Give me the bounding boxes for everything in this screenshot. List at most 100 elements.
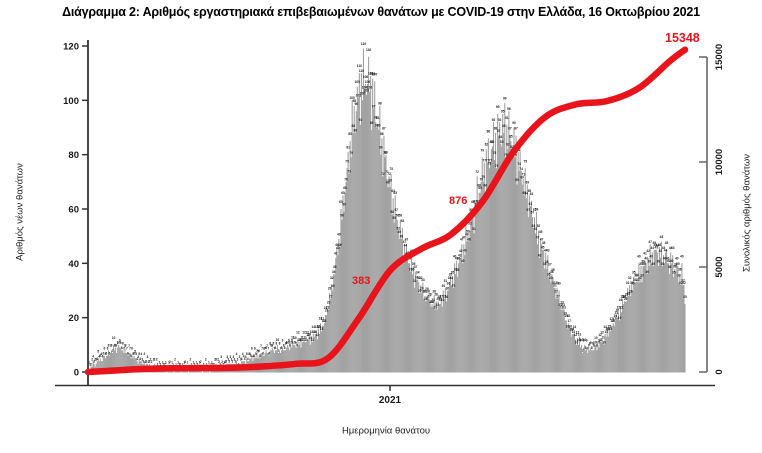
svg-text:26: 26 <box>428 292 432 296</box>
svg-text:33: 33 <box>636 278 640 282</box>
svg-text:1: 1 <box>162 360 164 364</box>
svg-text:39: 39 <box>641 259 645 263</box>
svg-text:52: 52 <box>468 222 472 226</box>
svg-text:86: 86 <box>487 129 491 133</box>
svg-text:4: 4 <box>139 357 141 361</box>
svg-text:40: 40 <box>667 259 671 263</box>
svg-text:9: 9 <box>580 339 582 343</box>
svg-text:7: 7 <box>280 346 282 350</box>
svg-text:62: 62 <box>476 199 480 203</box>
svg-text:23: 23 <box>560 301 564 305</box>
svg-text:31: 31 <box>413 279 417 283</box>
svg-text:66: 66 <box>478 186 482 190</box>
svg-text:3: 3 <box>220 355 222 359</box>
svg-text:8: 8 <box>593 344 595 348</box>
svg-text:2: 2 <box>164 362 166 366</box>
svg-text:32: 32 <box>330 276 334 280</box>
svg-text:95: 95 <box>501 110 505 114</box>
svg-text:51: 51 <box>534 227 538 231</box>
svg-text:7: 7 <box>260 344 262 348</box>
svg-text:7: 7 <box>256 349 258 353</box>
svg-text:78: 78 <box>493 151 497 155</box>
svg-text:2: 2 <box>144 360 146 364</box>
svg-text:3: 3 <box>146 355 148 359</box>
svg-text:51: 51 <box>472 227 476 231</box>
svg-text:86: 86 <box>380 132 384 136</box>
svg-text:31: 31 <box>452 284 456 288</box>
svg-text:13: 13 <box>604 330 608 334</box>
svg-text:6: 6 <box>103 347 105 351</box>
svg-text:3: 3 <box>227 357 229 361</box>
annotation-milestone-1: 383 <box>352 275 370 287</box>
svg-text:12: 12 <box>598 333 602 337</box>
svg-text:46: 46 <box>338 243 342 247</box>
svg-text:102: 102 <box>364 88 370 92</box>
svg-text:42: 42 <box>659 249 663 253</box>
svg-text:8: 8 <box>596 344 598 348</box>
svg-text:35: 35 <box>672 270 676 274</box>
svg-text:40: 40 <box>675 257 679 261</box>
svg-text:75: 75 <box>495 164 499 168</box>
svg-text:12: 12 <box>316 333 320 337</box>
svg-text:79: 79 <box>480 148 484 152</box>
svg-text:83: 83 <box>491 140 495 144</box>
svg-text:37: 37 <box>548 262 552 266</box>
svg-text:40: 40 <box>670 259 674 263</box>
svg-text:89: 89 <box>370 121 374 125</box>
svg-text:1: 1 <box>181 363 183 367</box>
svg-text:24: 24 <box>431 298 435 302</box>
svg-text:80: 80 <box>68 150 79 161</box>
svg-text:82: 82 <box>485 143 489 147</box>
svg-text:10: 10 <box>602 341 606 345</box>
svg-text:39: 39 <box>676 262 680 266</box>
svg-text:107: 107 <box>372 72 378 76</box>
svg-text:7: 7 <box>112 349 114 353</box>
svg-text:17: 17 <box>322 319 326 323</box>
svg-text:2: 2 <box>151 360 153 364</box>
svg-text:79: 79 <box>383 151 387 155</box>
svg-text:17: 17 <box>321 317 325 321</box>
svg-text:2: 2 <box>91 358 93 362</box>
svg-text:5000: 5000 <box>714 256 725 277</box>
svg-text:6: 6 <box>107 347 109 351</box>
svg-text:72: 72 <box>381 172 385 176</box>
svg-text:3: 3 <box>95 357 97 361</box>
svg-text:2: 2 <box>217 358 219 362</box>
svg-text:23: 23 <box>435 303 439 307</box>
svg-text:116: 116 <box>366 48 371 52</box>
svg-text:9: 9 <box>295 341 297 345</box>
svg-text:109: 109 <box>368 72 374 76</box>
svg-text:8: 8 <box>285 341 287 345</box>
svg-text:45: 45 <box>542 241 546 245</box>
svg-text:10: 10 <box>596 341 600 345</box>
svg-text:8: 8 <box>122 341 124 345</box>
svg-text:18: 18 <box>566 314 570 318</box>
svg-text:8: 8 <box>585 346 587 350</box>
svg-text:96: 96 <box>355 102 359 106</box>
svg-text:40: 40 <box>453 254 457 258</box>
svg-text:3: 3 <box>215 357 217 361</box>
svg-text:23: 23 <box>326 305 330 309</box>
svg-text:68: 68 <box>388 178 392 182</box>
svg-text:29: 29 <box>418 289 422 293</box>
svg-text:105: 105 <box>355 80 361 84</box>
svg-text:46: 46 <box>658 243 662 247</box>
svg-text:15: 15 <box>608 327 612 331</box>
svg-text:79: 79 <box>504 153 508 157</box>
svg-text:14: 14 <box>571 327 575 331</box>
svg-text:14: 14 <box>314 330 318 334</box>
svg-text:9: 9 <box>120 341 122 345</box>
svg-text:1: 1 <box>177 360 179 364</box>
svg-text:10000: 10000 <box>714 149 725 175</box>
svg-text:39: 39 <box>412 262 416 266</box>
svg-text:40: 40 <box>68 259 79 270</box>
svg-text:79: 79 <box>513 153 517 157</box>
svg-text:10: 10 <box>577 338 581 342</box>
svg-text:74: 74 <box>517 162 521 166</box>
svg-text:1: 1 <box>197 363 199 367</box>
svg-text:39: 39 <box>647 259 651 263</box>
svg-text:82: 82 <box>490 140 494 144</box>
svg-text:5: 5 <box>250 354 252 358</box>
svg-text:8: 8 <box>592 341 594 345</box>
svg-text:3: 3 <box>154 357 156 361</box>
